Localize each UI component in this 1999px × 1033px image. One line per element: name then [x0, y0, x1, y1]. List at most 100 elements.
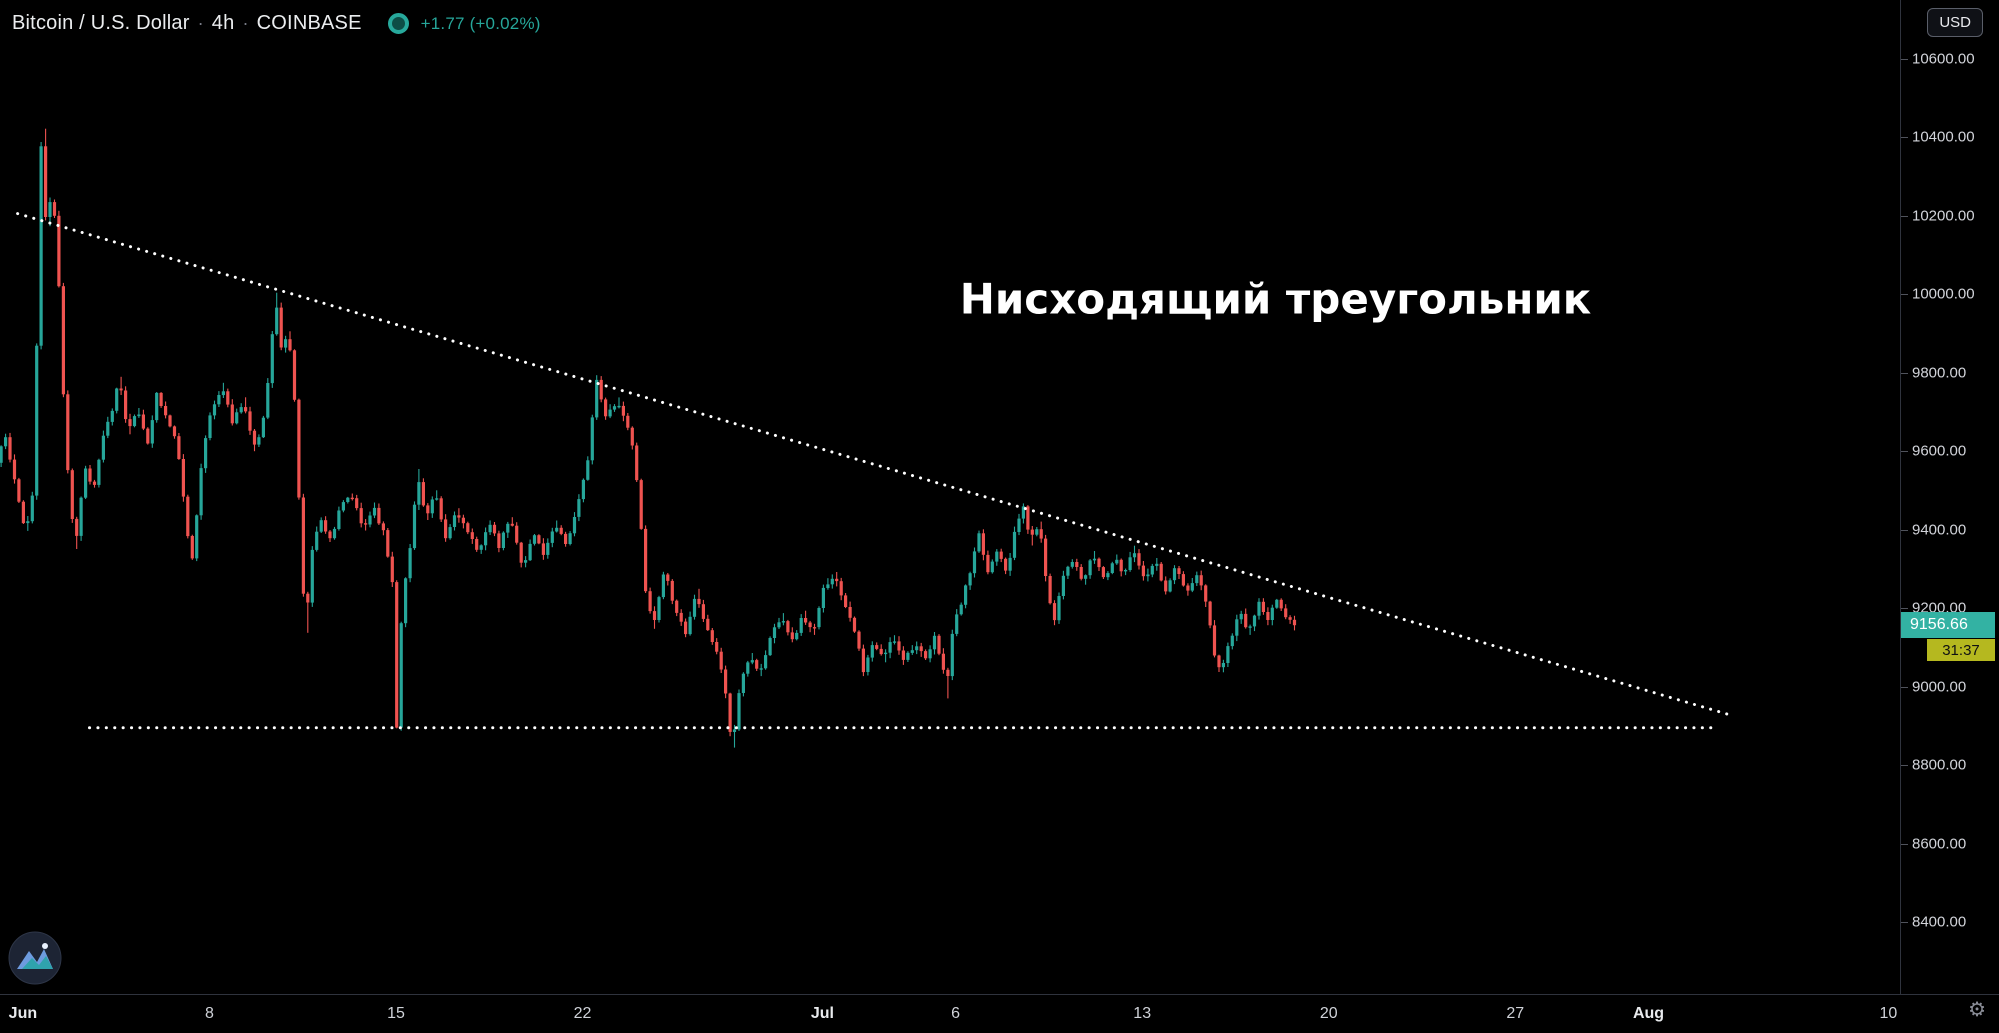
candle[interactable] [279, 307, 283, 348]
candle[interactable] [546, 542, 550, 555]
candle[interactable] [12, 459, 17, 480]
candle[interactable] [101, 435, 105, 460]
candle[interactable] [786, 621, 790, 633]
candle[interactable] [1275, 599, 1279, 608]
candle[interactable] [337, 510, 341, 530]
candle[interactable] [919, 646, 923, 652]
candle[interactable] [950, 633, 954, 677]
candle[interactable] [399, 623, 403, 728]
candle[interactable] [706, 618, 710, 631]
candle[interactable] [195, 515, 199, 559]
candle[interactable] [612, 406, 617, 410]
candle[interactable] [697, 598, 701, 605]
candle[interactable] [404, 578, 408, 624]
candle[interactable] [986, 554, 990, 573]
candle[interactable] [732, 729, 737, 732]
candle[interactable] [741, 673, 745, 693]
candle[interactable] [284, 339, 288, 348]
candle[interactable] [684, 621, 688, 635]
candle[interactable] [1164, 580, 1168, 592]
candle[interactable] [141, 414, 145, 429]
candle[interactable] [804, 618, 808, 623]
candle[interactable] [92, 481, 97, 485]
candle[interactable] [48, 202, 52, 217]
candle[interactable] [768, 638, 772, 656]
gear-icon[interactable]: ⚙ [1968, 999, 1986, 1021]
candle[interactable] [368, 515, 372, 525]
candle[interactable] [692, 598, 697, 617]
candle[interactable] [1248, 626, 1252, 628]
candle[interactable] [457, 515, 461, 518]
candle[interactable] [1235, 619, 1239, 636]
candle[interactable] [1039, 529, 1043, 539]
candle[interactable] [955, 614, 959, 634]
candle[interactable] [519, 542, 523, 563]
candle[interactable] [928, 649, 932, 659]
candle[interactable] [8, 437, 12, 460]
candle[interactable] [1150, 565, 1154, 575]
candle[interactable] [790, 632, 794, 640]
candle[interactable] [501, 532, 505, 548]
candle[interactable] [221, 391, 225, 396]
candle[interactable] [1266, 612, 1270, 620]
candle[interactable] [510, 523, 514, 526]
candlestick-series[interactable] [0, 128, 1297, 748]
candle[interactable] [764, 655, 768, 669]
candle[interactable] [79, 497, 83, 536]
candle[interactable] [772, 627, 777, 638]
candle[interactable] [812, 627, 817, 629]
candle[interactable] [346, 497, 350, 502]
candle[interactable] [355, 498, 359, 509]
candle[interactable] [1079, 567, 1083, 579]
candle[interactable] [97, 459, 101, 485]
candle[interactable] [652, 611, 657, 620]
candle[interactable] [866, 657, 870, 673]
candle[interactable] [635, 445, 639, 481]
candle[interactable] [1199, 575, 1203, 586]
candle[interactable] [657, 597, 661, 620]
candle[interactable] [572, 517, 577, 534]
candle[interactable] [475, 539, 479, 550]
candle[interactable] [146, 428, 150, 444]
candle[interactable] [999, 551, 1003, 559]
candle[interactable] [644, 528, 648, 592]
candle[interactable] [1284, 608, 1288, 618]
candle[interactable] [1097, 558, 1101, 568]
candle[interactable] [1239, 613, 1243, 620]
candle[interactable] [150, 420, 154, 444]
candle[interactable] [208, 415, 212, 438]
candle[interactable] [1044, 538, 1048, 576]
candle[interactable] [199, 468, 203, 516]
candle[interactable] [1181, 574, 1185, 586]
candle[interactable] [639, 480, 643, 529]
candle[interactable] [759, 668, 763, 670]
candle[interactable] [372, 507, 377, 516]
candle[interactable] [959, 604, 963, 615]
candle[interactable] [990, 561, 994, 573]
candle[interactable] [528, 543, 532, 561]
candle[interactable] [1230, 635, 1234, 647]
candle[interactable] [306, 593, 310, 603]
candle[interactable] [710, 630, 714, 642]
candle[interactable] [981, 533, 985, 555]
candle[interactable] [261, 417, 265, 438]
candle[interactable] [301, 497, 305, 594]
candle[interactable] [590, 417, 594, 461]
candle[interactable] [230, 404, 234, 424]
candle[interactable] [537, 535, 541, 544]
candle[interactable] [444, 519, 448, 539]
candle[interactable] [0, 446, 3, 463]
candle[interactable] [484, 532, 488, 546]
candle[interactable] [168, 415, 172, 427]
candle[interactable] [4, 437, 8, 447]
candle[interactable] [1261, 601, 1265, 612]
candle[interactable] [1146, 574, 1150, 577]
candle[interactable] [857, 631, 861, 649]
candle[interactable] [1244, 613, 1248, 628]
candle[interactable] [1186, 585, 1190, 591]
candle[interactable] [737, 693, 741, 730]
candle[interactable] [719, 651, 723, 670]
candle[interactable] [359, 508, 363, 524]
candle[interactable] [44, 146, 48, 217]
